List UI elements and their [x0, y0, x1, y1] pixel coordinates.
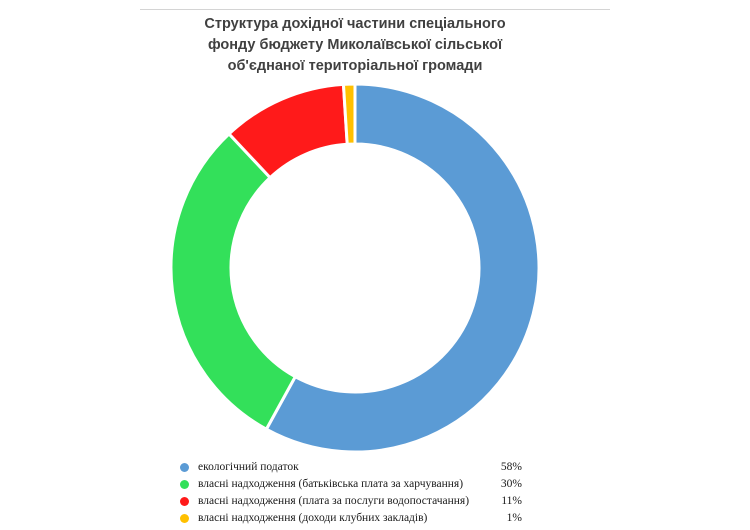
chart-title-line-2: фонду бюджету Миколаївської сільської [207, 37, 503, 53]
legend-marker [180, 497, 189, 506]
legend-label: власні надходження (доходи клубних закла… [198, 512, 428, 524]
legend-item-parental-fees: власні надходження (батьківська плата за… [178, 476, 528, 493]
legend-label: власні надходження (батьківська плата за… [198, 478, 464, 490]
legend-value: 30% [500, 478, 522, 490]
legend-marker [180, 463, 189, 472]
legend-marker [180, 480, 189, 489]
donut-slice-1 [264, 82, 541, 454]
donut-slice-2 [169, 132, 297, 431]
legend-value: 58% [500, 461, 522, 473]
legend-label: екологічний податок [198, 461, 299, 473]
chart-title-line-1: Структура дохідної частини спеціального [204, 16, 506, 32]
legend-item-water-supply: власні надходження (плата за послуги вод… [178, 493, 528, 510]
legend-item-club-income: власні надходження (доходи клубних закла… [178, 510, 528, 527]
legend-item-ecological-tax: екологічний податок 58% [178, 459, 528, 476]
donut-slice-4 [341, 82, 357, 146]
legend-value: 11% [501, 495, 522, 507]
top-divider [140, 9, 610, 10]
legend-label: власні надходження (плата за послуги вод… [198, 495, 470, 507]
chart-title-line-3: об'єднаної територіальної громади [227, 58, 483, 74]
chart-title: Структура дохідної частини спеціального … [150, 14, 560, 77]
legend-marker [180, 514, 189, 523]
chart-legend: екологічний податок 58% власні надходжен… [178, 459, 528, 527]
legend-value: 1% [506, 512, 522, 524]
